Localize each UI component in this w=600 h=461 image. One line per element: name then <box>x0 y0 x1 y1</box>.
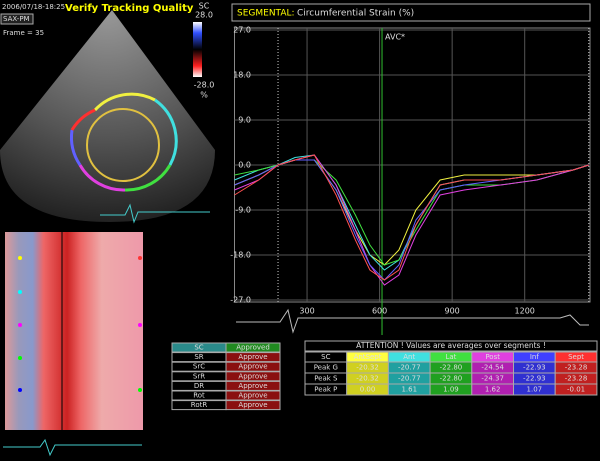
approval-state: Approve <box>238 382 267 390</box>
approval-state: Approve <box>238 353 267 361</box>
cell-text: -22.93 <box>523 364 546 372</box>
cell-text: -24.37 <box>481 375 504 383</box>
colorbar-min: -28.0 <box>194 81 215 90</box>
timestamp: 2006/07/18-18:25 <box>2 3 65 11</box>
strain-curve <box>234 154 589 271</box>
tracking-rings <box>70 92 178 192</box>
echo-image <box>0 10 215 222</box>
approval-name: RotR <box>191 401 208 409</box>
map-dots <box>18 256 142 392</box>
x-tick-label: 1200 <box>515 307 535 316</box>
tables: SC Approved SR Approve SrC Approve SrR Approve D… <box>171 340 598 411</box>
cell-text: -20.77 <box>398 364 421 372</box>
view-box <box>0 13 34 25</box>
colorbar <box>193 22 202 77</box>
approval-state: Approve <box>238 363 267 371</box>
cell-text: Peak S <box>314 375 338 383</box>
approval-name: SR <box>194 353 203 361</box>
cell-text: 1.62 <box>485 386 501 394</box>
strain-curve <box>234 154 589 281</box>
cell-text: 0.00 <box>360 386 376 394</box>
approval-button <box>225 352 281 363</box>
approval-state: Approve <box>238 392 267 400</box>
approval-button <box>225 400 281 411</box>
approval-button <box>225 361 281 372</box>
approval-button <box>225 390 281 401</box>
notice: ATTENTION ! Values are averages over seg… <box>356 341 546 350</box>
colorbar-unit: % <box>200 91 208 100</box>
strain-curve <box>234 159 589 266</box>
cell-text: 1.09 <box>443 386 459 394</box>
frame: Frame = 35 <box>3 29 44 37</box>
x-tick-label: 900 <box>445 307 460 316</box>
y-tick-label: 9.0 <box>238 116 251 125</box>
chart-ecg <box>236 308 589 334</box>
approval-button <box>225 342 281 353</box>
cell-text: -22.80 <box>440 364 463 372</box>
x-tick-label: 300 <box>299 307 314 316</box>
y-tick-label: 18.0 <box>233 71 251 80</box>
cell-text: -22.93 <box>523 375 546 383</box>
map-ecg <box>3 438 142 457</box>
approval-button <box>225 371 281 382</box>
header-text: Ant <box>403 353 415 361</box>
cell-text: -20.32 <box>356 364 379 372</box>
cell-text: 1.61 <box>401 386 417 394</box>
x-tick-label: 600 <box>372 307 387 316</box>
chart-title-box <box>231 3 591 22</box>
strain-map <box>5 232 143 430</box>
y-tick-label: 0.0 <box>238 161 251 170</box>
cell <box>554 383 598 396</box>
header-text: Lat <box>445 353 456 361</box>
approval-button <box>225 380 281 391</box>
view: SAX-PM <box>3 15 30 23</box>
header-text: Inf <box>530 353 540 361</box>
y-tick-label: -27.0 <box>230 296 251 305</box>
approval-name: SrC <box>193 363 205 371</box>
approval-name: Rot <box>193 392 205 400</box>
header-text: AntSept <box>354 353 382 361</box>
approval-state: Approved <box>236 344 270 352</box>
notice-box <box>304 340 598 352</box>
chart-subtitle: Circumferential Strain (%) <box>297 9 414 19</box>
header-text: SC <box>321 353 330 361</box>
approval-state: Approve <box>238 401 267 409</box>
header-text: Sept <box>568 353 584 361</box>
echo-ecg <box>100 203 210 224</box>
cell-text: Peak P <box>314 386 337 394</box>
y-tick-label: -9.0 <box>235 206 251 215</box>
cell-text: -0.01 <box>567 386 585 394</box>
chart-title: SEGMENTAL: <box>237 9 295 19</box>
colorbar-label: SC <box>199 2 210 11</box>
header-text: Post <box>485 353 500 361</box>
cell-text: -20.32 <box>356 375 379 383</box>
cell-text: -20.77 <box>398 375 421 383</box>
avc-label: AVC* <box>385 33 405 42</box>
approval-name: DR <box>194 382 204 390</box>
cell-text: -22.80 <box>440 375 463 383</box>
approval-name: SC <box>194 344 203 352</box>
cell-text: Peak G <box>314 364 338 372</box>
y-tick-label: 27.0 <box>233 26 251 35</box>
y-tick-label: -18.0 <box>230 251 251 260</box>
colorbar-max: 28.0 <box>195 11 213 20</box>
strain-curve <box>234 159 589 266</box>
cell-text: 1.07 <box>527 386 543 394</box>
cell-text: -23.28 <box>565 364 588 372</box>
cell-text: -24.54 <box>481 364 504 372</box>
title: Verify Tracking Quality <box>65 3 194 14</box>
approval-state: Approve <box>238 372 267 380</box>
cell-text: -23.28 <box>565 375 588 383</box>
approval-name: SrR <box>193 372 205 380</box>
